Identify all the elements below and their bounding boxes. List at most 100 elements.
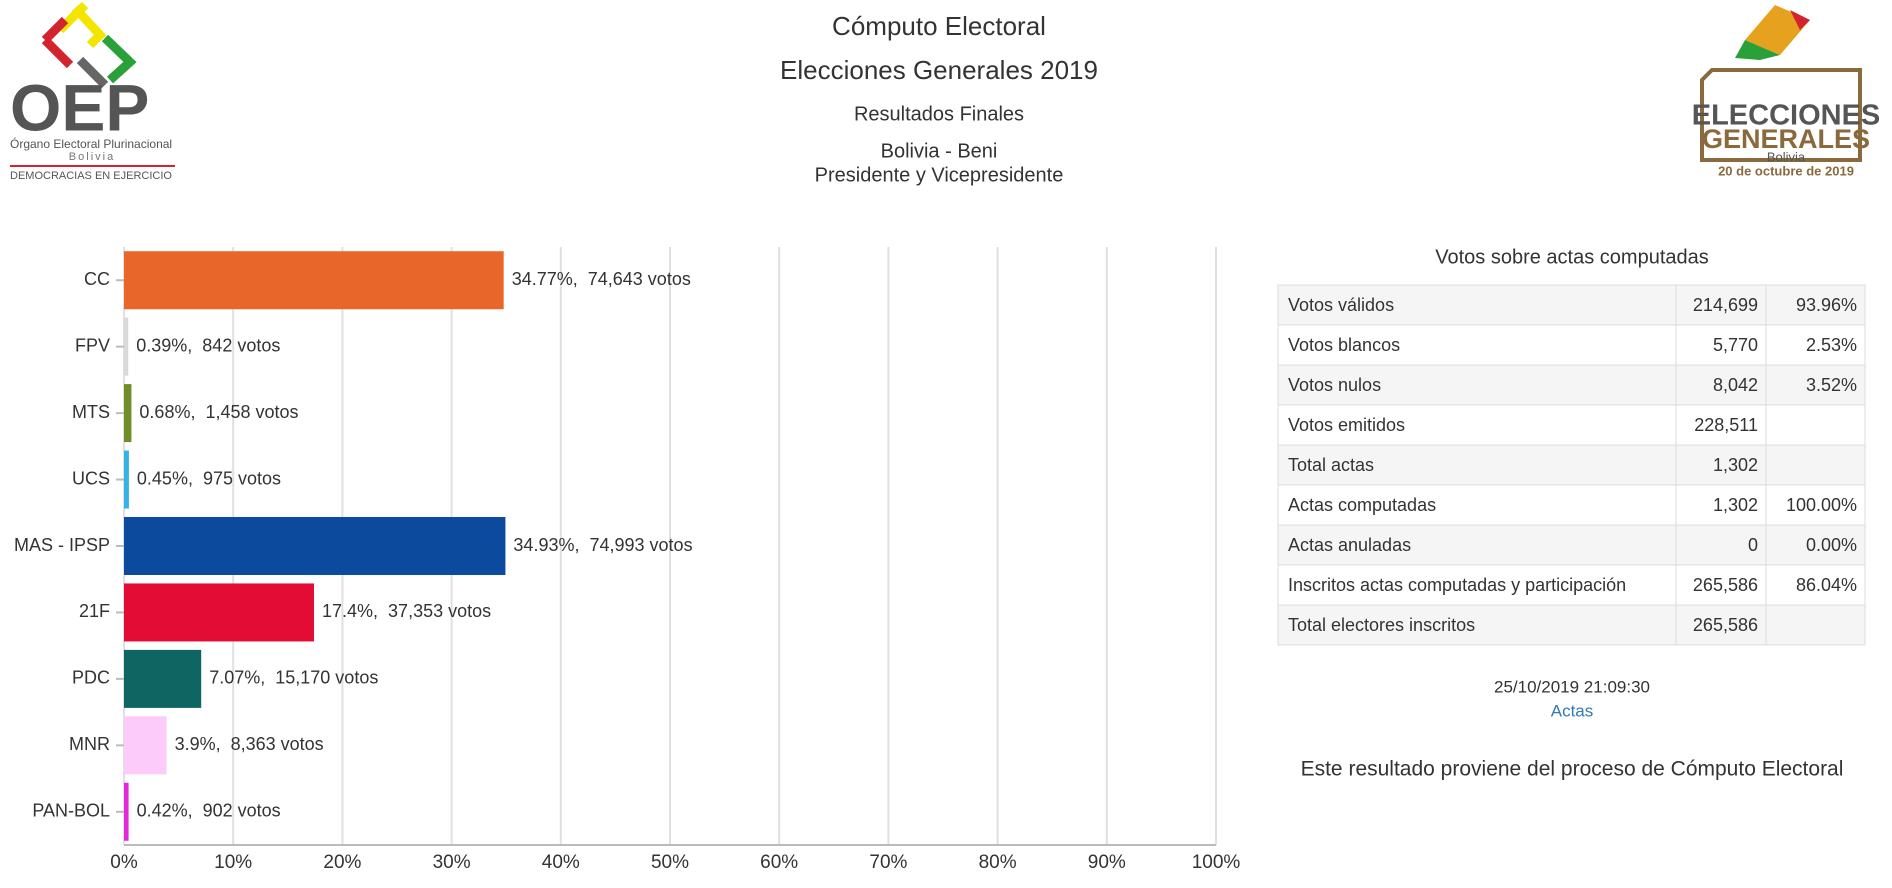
table-cell: 5,770 <box>1713 335 1758 355</box>
subtitle: Elecciones Generales 2019 <box>780 55 1098 85</box>
logo-text: Bolivia <box>69 151 115 163</box>
votes-label: 8,363 votos <box>231 734 324 754</box>
x-tick-label: 10% <box>214 852 252 873</box>
votes-label: 15,170 votos <box>275 668 378 688</box>
value-label: 7.07%, <box>209 668 265 688</box>
bar <box>124 782 129 841</box>
table-row <box>1277 484 1866 526</box>
y-tick-label: 21F <box>79 601 110 621</box>
table-cell: 265,586 <box>1693 575 1758 595</box>
votes-label: 842 votos <box>202 335 280 355</box>
votes-label: 37,353 votos <box>388 601 491 621</box>
table-cell: 214,699 <box>1693 295 1758 315</box>
table-row <box>1277 284 1866 326</box>
table-row <box>1277 364 1866 406</box>
y-tick-label: PDC <box>72 668 110 688</box>
table-cell: 2.53% <box>1806 335 1857 355</box>
note: Este resultado proviene del proceso de C… <box>1301 758 1844 781</box>
x-tick-label: 0% <box>110 852 138 873</box>
table-row <box>1277 604 1866 646</box>
value-label: 17.4%, <box>322 601 378 621</box>
table-row <box>1277 444 1866 486</box>
logo-text: 20 de octubre de 2019 <box>1718 163 1854 178</box>
table-cell: 8,042 <box>1713 375 1758 395</box>
x-tick-label: 20% <box>323 852 361 873</box>
y-tick-label: UCS <box>72 468 110 488</box>
table-cell: 228,511 <box>1694 415 1758 435</box>
value-label: 34.93%, <box>513 535 579 555</box>
elecciones-logo <box>1700 5 1862 162</box>
x-tick-label: 50% <box>651 852 689 873</box>
x-tick-label: 100% <box>1192 852 1241 873</box>
votes-label: 975 votos <box>203 468 281 488</box>
logo-text: ELECCIONES <box>1692 100 1881 132</box>
table-cell: 265,586 <box>1693 615 1758 635</box>
bar <box>124 450 129 509</box>
table-row <box>1277 524 1866 566</box>
bar <box>124 583 315 642</box>
table-row <box>1277 324 1866 366</box>
x-tick-label: 70% <box>869 852 907 873</box>
oep-logo <box>10 1 175 167</box>
value-label: 0.45%, <box>137 468 193 488</box>
region: Bolivia - Beni <box>881 140 998 162</box>
y-tick-label: MNR <box>69 734 110 754</box>
table-cell: Total actas <box>1288 455 1374 475</box>
x-tick-label: 80% <box>979 852 1017 873</box>
logo-text: Órgano Electoral Plurinacional <box>10 136 172 151</box>
votes-label: 74,643 votos <box>588 269 691 289</box>
bar <box>124 649 202 708</box>
y-tick-label: CC <box>84 269 110 289</box>
table-cell: 100.00% <box>1786 495 1857 515</box>
table-cell: Actas anuladas <box>1288 535 1411 555</box>
votes-label: 902 votos <box>203 801 281 821</box>
logo-text: GENERALES <box>1702 124 1870 154</box>
timestamp: 25/10/2019 21:09:30 <box>1494 677 1650 696</box>
title: Cómputo Electoral <box>832 11 1046 41</box>
logo-text: Bolivia <box>1767 149 1806 164</box>
table-row <box>1277 404 1866 446</box>
table-cell: 0 <box>1748 535 1758 555</box>
table-cell: Votos válidos <box>1288 295 1394 315</box>
table-cell: Inscritos actas computadas y participaci… <box>1288 575 1626 595</box>
y-tick-label: FPV <box>75 335 110 355</box>
table-cell: 1,302 <box>1713 495 1758 515</box>
value-label: 0.68%, <box>139 402 195 422</box>
x-tick-label: 40% <box>542 852 580 873</box>
bar <box>124 517 506 575</box>
logo-text: OEP <box>10 70 149 144</box>
table-cell: 1,302 <box>1713 455 1758 475</box>
actas-link[interactable]: Actas <box>1551 701 1594 720</box>
x-tick-label: 30% <box>433 852 471 873</box>
bar <box>124 716 167 775</box>
table-cell: Votos nulos <box>1288 375 1381 395</box>
x-tick-label: 60% <box>760 852 798 873</box>
votes-label: 1,458 votos <box>205 402 298 422</box>
table-cell: Total electores inscritos <box>1288 615 1475 635</box>
votes-label: 74,993 votos <box>589 535 692 555</box>
value-label: 0.39%, <box>136 335 192 355</box>
table-cell: Votos blancos <box>1288 335 1400 355</box>
bar <box>124 251 504 310</box>
table-cell: 0.00% <box>1806 535 1857 555</box>
table-cell: Actas computadas <box>1288 495 1436 515</box>
y-tick-label: PAN-BOL <box>32 801 110 821</box>
table-row <box>1277 564 1866 606</box>
logo-text: DEMOCRACIAS EN EJERCICIO <box>10 170 172 182</box>
bar <box>124 384 132 443</box>
x-tick-label: 90% <box>1088 852 1126 873</box>
table-cell: 86.04% <box>1796 575 1857 595</box>
status: Resultados Finales <box>854 103 1024 125</box>
office: Presidente y Vicepresidente <box>815 164 1064 186</box>
table-cell: Votos emitidos <box>1288 415 1405 435</box>
y-tick-label: MAS - IPSP <box>14 535 110 555</box>
value-label: 34.77%, <box>512 269 578 289</box>
table-cell: 93.96% <box>1796 295 1857 315</box>
value-label: 3.9%, <box>175 734 221 754</box>
value-label: 0.42%, <box>137 801 193 821</box>
bar <box>124 317 129 376</box>
table-cell: 3.52% <box>1806 375 1857 395</box>
y-tick-label: MTS <box>72 402 110 422</box>
